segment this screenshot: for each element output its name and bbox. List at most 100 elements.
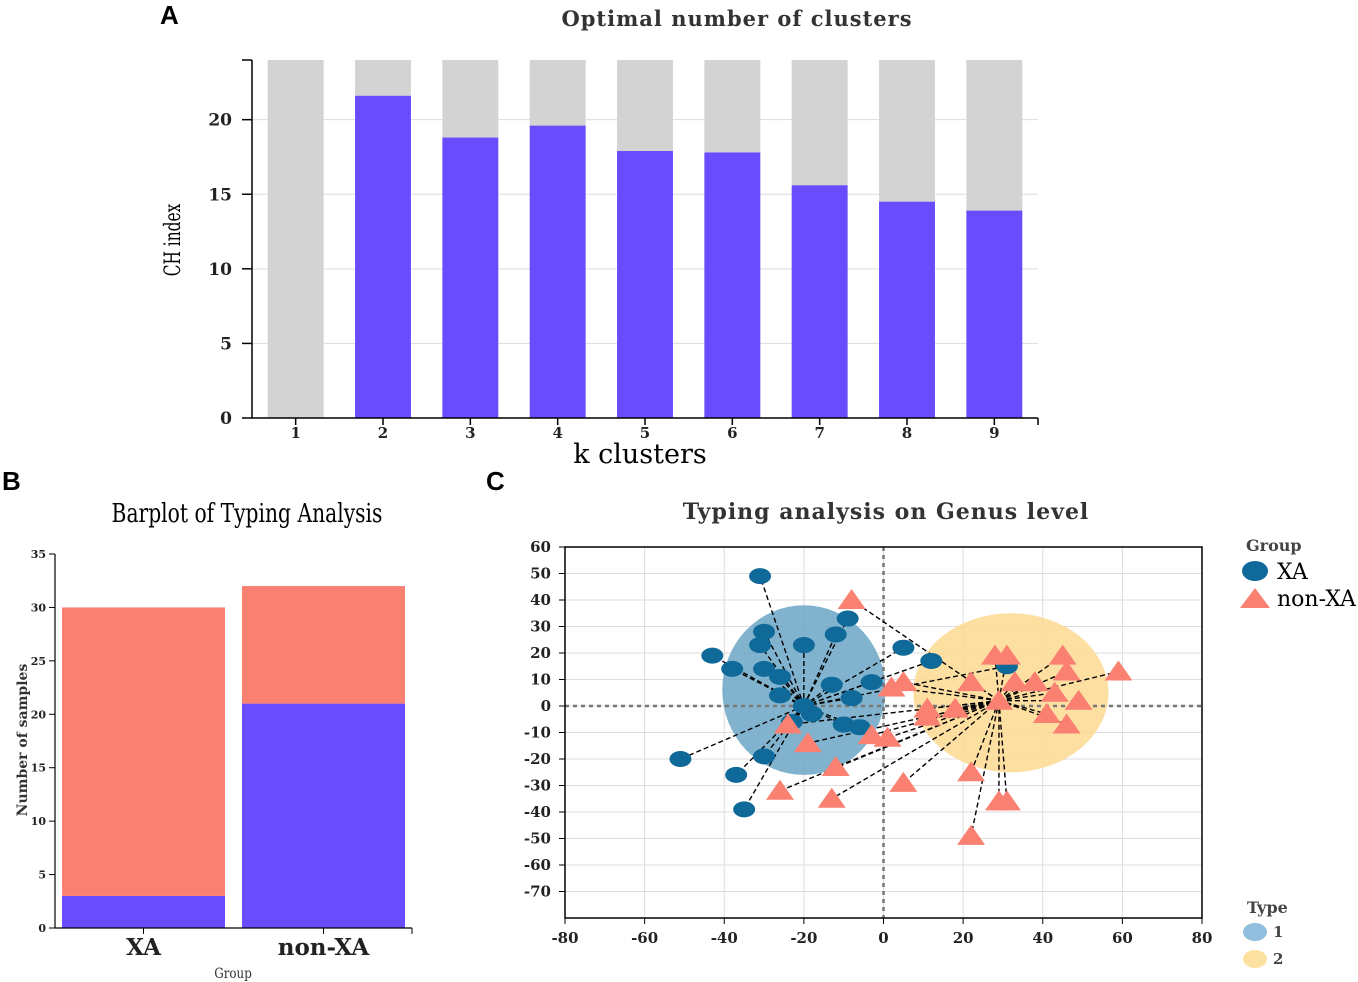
legend-type-1-marker — [1243, 923, 1267, 941]
chart-c-y-tick-label: 20 — [530, 644, 551, 662]
chart-c-point-non-xa — [889, 771, 918, 792]
chart-c-spider-line — [803, 684, 833, 707]
chart-a-y-tick-label: 5 — [220, 334, 232, 354]
chart-c-point-xa — [768, 668, 791, 685]
chart-a-bar — [791, 185, 848, 418]
legend-type: Type 1 2 — [1243, 898, 1288, 968]
chart-c-y-tick-label: -10 — [524, 724, 551, 742]
chart-b-bar-segment — [62, 895, 225, 928]
chart-a-y-ticks: 0 5 10 15 20 — [208, 111, 232, 429]
chart-b-y-tick-label: 15 — [31, 762, 46, 775]
chart-c-y-tick-label: 50 — [530, 565, 551, 583]
chart-c-spider-line — [903, 681, 1000, 702]
chart-c-spider-line — [763, 631, 805, 707]
panel-letter-b: B — [2, 466, 21, 496]
panel-letter-a: A — [160, 0, 179, 30]
chart-c-point-xa — [749, 568, 772, 585]
chart-c-x-tick-label: -60 — [631, 929, 658, 947]
chart-a-ylabel: CH index — [160, 203, 185, 276]
chart-c-point-non-xa — [837, 589, 866, 609]
chart-c-point-xa — [824, 626, 847, 643]
chart-c-x-tick-label: -80 — [551, 929, 578, 947]
chart-c-point-non-xa — [957, 671, 986, 692]
chart-c-spider-line — [998, 670, 1119, 702]
chart-c-point-xa — [749, 637, 772, 654]
chart-c-x-ticks: -80 -60 -40 -20 0 20 40 60 80 — [551, 929, 1212, 947]
chart-a-x-tick-label: 2 — [378, 424, 388, 442]
chart-c-point-non-xa — [873, 726, 902, 747]
chart-c-spider-line — [998, 700, 1008, 802]
chart-c-y-tick-label: -20 — [524, 750, 551, 768]
chart-a-y-tick-label: 15 — [208, 185, 232, 205]
chart-b-bars — [62, 586, 405, 928]
chart-c-point-non-xa — [1040, 681, 1069, 702]
chart-b-y-tick-label: 35 — [31, 548, 46, 561]
chart-c-point-xa — [836, 610, 859, 627]
chart-b-y-tick-label: 30 — [31, 601, 47, 614]
chart-c-spider-line — [970, 700, 1000, 836]
chart-c-y-tick-label: 40 — [530, 591, 551, 609]
chart-c-frame — [559, 546, 1203, 924]
chart-c-point-xa — [701, 647, 724, 664]
chart-c-y-ticks: 60 50 40 30 20 10 0 -10 -20 -30 -40 -50 -60 -70 — [524, 538, 551, 901]
chart-b-y-tick-label: 25 — [31, 655, 46, 668]
chart-a-bar — [879, 201, 935, 418]
chart-c-point-xa — [792, 698, 815, 714]
chart-b-y-tick-label: 20 — [31, 708, 47, 721]
chart-c-point-xa — [920, 652, 943, 669]
chart-c-point-non-xa — [1064, 689, 1093, 710]
chart-c-y-tick-label: -40 — [524, 803, 551, 821]
chart-c-point-xa — [753, 660, 776, 677]
chart-a-x-tick-label: 8 — [902, 424, 912, 442]
panel-letter-c: C — [486, 466, 505, 496]
legend-non-xa-label: non-XA — [1277, 587, 1357, 612]
chart-c-point-xa — [892, 639, 915, 656]
chart-c-point-non-xa — [1104, 660, 1133, 681]
chart-c-y-tick-label: 10 — [530, 671, 551, 689]
chart-c-y-tick-label: 60 — [530, 538, 551, 556]
chart-a-xlabel: k clusters — [573, 439, 707, 470]
chart-c-spider-line — [759, 644, 805, 707]
chart-b-ylabel: Number of samples — [15, 664, 31, 817]
legend-non-xa-marker — [1240, 588, 1270, 608]
chart-c-points — [669, 568, 1133, 845]
chart-a-x-ticks: 1 2 3 4 5 6 7 8 9 — [290, 424, 999, 442]
chart-c-spider-line — [680, 705, 805, 760]
chart-c-point-xa — [721, 660, 744, 677]
chart-c-x-tick-label: 40 — [1032, 929, 1053, 947]
chart-a-background-bar — [267, 60, 324, 418]
chart-a-bar — [617, 150, 673, 418]
chart-c-point-non-xa — [984, 689, 1013, 710]
chart-a-axes — [242, 59, 1039, 425]
legend-type-1-label: 1 — [1273, 923, 1283, 941]
chart-c-x-tick-label: 0 — [878, 929, 888, 947]
chart-b-x-tick-label: non-XA — [278, 934, 371, 961]
chart-c-spider-line — [731, 668, 805, 707]
chart-c-point-non-xa — [1020, 671, 1049, 692]
chart-c-point-non-xa — [817, 787, 846, 808]
chart-c-point-xa — [848, 719, 871, 736]
chart-c-point-non-xa — [992, 790, 1021, 811]
chart-b-axes — [49, 553, 413, 934]
chart-c-x-tick-label: 60 — [1112, 929, 1133, 947]
chart-a-bar — [704, 152, 761, 418]
chart-c-point-xa — [733, 801, 756, 818]
chart-c-spider-line — [803, 665, 1008, 707]
chart-c-point-non-xa — [1048, 644, 1077, 665]
chart-c-point-xa — [753, 623, 776, 640]
chart-b-y-tick-label: 5 — [38, 869, 46, 882]
chart-b-x-tick-label: XA — [126, 934, 162, 961]
chart-a-bars — [355, 95, 1023, 419]
chart-c-point-xa — [753, 748, 776, 765]
legend-group: Group XA non-XA — [1240, 536, 1357, 612]
chart-c-x-tick-label: 80 — [1192, 929, 1213, 947]
chart-a-bar — [442, 137, 499, 419]
panel-a: A Optimal number of clusters 0 5 10 15 20 1 2… — [160, 0, 1039, 470]
chart-c-point-xa — [860, 674, 883, 691]
chart-c-y-tick-label: 0 — [541, 697, 551, 715]
chart-c-point-non-xa — [857, 724, 886, 745]
chart-c-point-non-xa — [889, 671, 918, 692]
chart-c-point-non-xa — [773, 713, 802, 734]
chart-c-y-tick-label: -60 — [524, 856, 551, 874]
